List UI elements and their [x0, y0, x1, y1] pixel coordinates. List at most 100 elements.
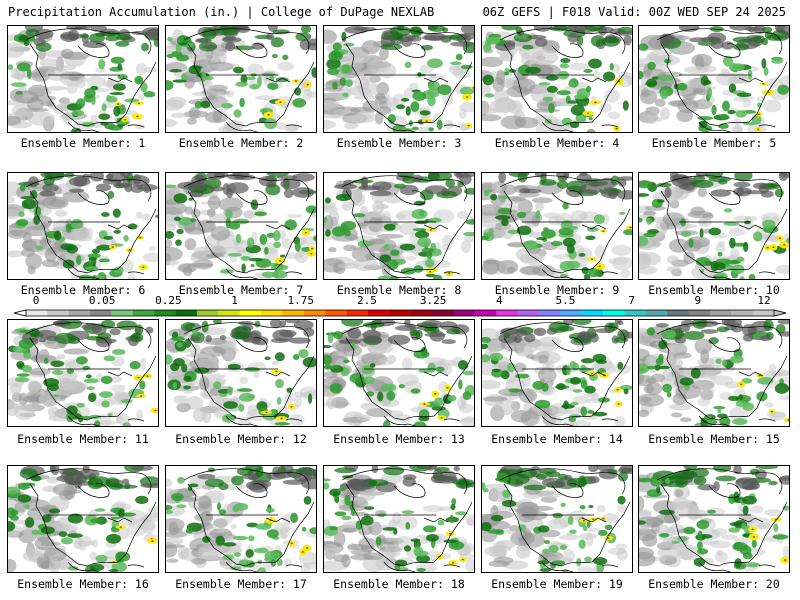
color-scale-segment: [517, 310, 540, 316]
precip-map-graphic: [166, 466, 316, 572]
color-scale-segment: [325, 310, 347, 316]
ensemble-member-label: Ensemble Member: 12: [175, 432, 307, 446]
color-scale-segment: [26, 310, 48, 316]
ensemble-member-15-map: [638, 319, 790, 427]
ensemble-member-3-map: [323, 25, 475, 133]
color-scale-segment: [410, 310, 433, 316]
precip-map-graphic: [639, 173, 789, 279]
ensemble-member-label: Ensemble Member: 18: [333, 577, 465, 591]
ensemble-member-14-map: [481, 319, 633, 427]
color-scale-segment: [218, 310, 241, 316]
precip-map-graphic: [482, 466, 632, 572]
color-scale-segment: [389, 310, 411, 316]
ensemble-member-label: Ensemble Member: 7: [178, 283, 304, 297]
ensemble-member-label: Ensemble Member: 10: [648, 283, 780, 297]
ensemble-member-7-map: [165, 172, 317, 280]
color-scale-segment: [303, 310, 326, 316]
color-scale-segment: [282, 310, 305, 316]
ensemble-member-6-map: [7, 172, 159, 280]
ensemble-member-9-map: [481, 172, 633, 280]
ensemble-member-10-map: [638, 172, 790, 280]
precip-map-graphic: [482, 320, 632, 426]
color-scale-segment: [496, 310, 518, 316]
color-scale-segment: [667, 310, 689, 316]
precip-map-graphic: [166, 173, 316, 279]
color-scale-segment: [154, 310, 176, 316]
precip-map-graphic: [324, 173, 474, 279]
ensemble-member-label: Ensemble Member: 9: [494, 283, 620, 297]
ensemble-member-label: Ensemble Member: 8: [336, 283, 462, 297]
color-scale-tick: 9: [694, 294, 702, 307]
ensemble-member-label: Ensemble Member: 17: [175, 577, 307, 591]
color-scale-tick: 0.25: [155, 294, 182, 307]
color-scale-segment: [624, 310, 647, 316]
color-scale-segment: [132, 310, 155, 316]
ensemble-member-label: Ensemble Member: 15: [648, 432, 780, 446]
color-scale-tick: 5.5: [555, 294, 576, 307]
color-scale-segment: [367, 310, 390, 316]
color-scale-segment: [560, 310, 582, 316]
color-scale-segment: [175, 310, 198, 316]
color-scale-segment: [68, 310, 91, 316]
color-scale-segment: [581, 310, 604, 316]
color-scale-tick: 1.75: [287, 294, 314, 307]
ensemble-member-label: Ensemble Member: 5: [651, 136, 777, 150]
ensemble-member-16-map: [7, 465, 159, 573]
ensemble-member-8-map: [323, 172, 475, 280]
precip-map-graphic: [639, 26, 789, 132]
precip-map-graphic: [166, 26, 316, 132]
color-scale-segment: [474, 310, 497, 316]
precip-map-graphic: [639, 466, 789, 572]
color-scale-segment: [731, 310, 753, 316]
ensemble-member-label: Ensemble Member: 1: [20, 136, 146, 150]
scale-right-arrow: [773, 309, 787, 317]
color-scale-segment: [261, 310, 283, 316]
ensemble-member-label: Ensemble Member: 14: [491, 432, 623, 446]
precip-map-graphic: [324, 466, 474, 572]
precip-map-graphic: [166, 320, 316, 426]
ensemble-member-label: Ensemble Member: 13: [333, 432, 465, 446]
ensemble-member-label: Ensemble Member: 6: [20, 283, 146, 297]
color-scale-segment: [538, 310, 561, 316]
precip-map-graphic: [324, 26, 474, 132]
ensemble-member-4-map: [481, 25, 633, 133]
color-scale-segment: [432, 310, 454, 316]
precip-map-graphic: [8, 466, 158, 572]
scale-left-arrow: [13, 309, 27, 317]
ensemble-member-label: Ensemble Member: 16: [17, 577, 149, 591]
ensemble-member-label: Ensemble Member: 4: [494, 136, 620, 150]
color-scale-tick: 12: [757, 294, 771, 307]
color-scale-segment: [688, 310, 711, 316]
ensemble-member-label: Ensemble Member: 20: [648, 577, 780, 591]
color-scale-segment: [47, 310, 70, 316]
precip-map-graphic: [482, 173, 632, 279]
header-valid-time: 06Z GEFS | F018 Valid: 00Z WED SEP 24 20…: [482, 5, 786, 19]
precip-map-graphic: [8, 173, 158, 279]
color-scale-segment: [752, 310, 775, 316]
precip-color-scale: [13, 309, 787, 317]
color-scale-segment: [111, 310, 134, 316]
ensemble-member-label: Ensemble Member: 2: [178, 136, 304, 150]
precip-map-graphic: [324, 320, 474, 426]
ensemble-member-1-map: [7, 25, 159, 133]
ensemble-member-label: Ensemble Member: 3: [336, 136, 462, 150]
color-scale-segment: [603, 310, 625, 316]
ensemble-member-17-map: [165, 465, 317, 573]
color-scale-tick: 1: [231, 294, 238, 307]
ensemble-member-18-map: [323, 465, 475, 573]
ensemble-member-13-map: [323, 319, 475, 427]
ensemble-member-20-map: [638, 465, 790, 573]
color-scale-segment: [453, 310, 476, 316]
precip-map-graphic: [639, 320, 789, 426]
ensemble-member-label: Ensemble Member: 19: [491, 577, 623, 591]
color-scale-segment: [645, 310, 668, 316]
ensemble-member-label: Ensemble Member: 11: [17, 432, 149, 446]
ensemble-member-19-map: [481, 465, 633, 573]
color-scale-tick: 3.25: [419, 294, 447, 307]
color-scale-segment: [709, 310, 732, 316]
color-scale-tick: 2.5: [356, 294, 377, 307]
precip-map-graphic: [482, 26, 632, 132]
precip-map-graphic: [8, 320, 158, 426]
ensemble-member-2-map: [165, 25, 317, 133]
header-title: Precipitation Accumulation (in.) | Colle…: [8, 5, 435, 19]
